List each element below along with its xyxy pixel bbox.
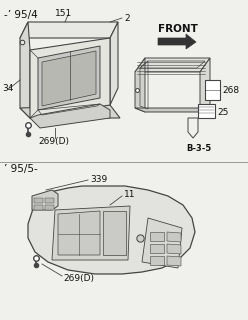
Text: 339: 339 — [90, 174, 107, 183]
Text: 268: 268 — [222, 85, 239, 94]
Polygon shape — [167, 232, 181, 242]
Text: B-3-5: B-3-5 — [186, 143, 211, 153]
Polygon shape — [30, 104, 110, 128]
Polygon shape — [200, 58, 210, 112]
Polygon shape — [110, 22, 118, 105]
Polygon shape — [38, 46, 100, 110]
Polygon shape — [158, 34, 196, 49]
Polygon shape — [135, 108, 210, 112]
Polygon shape — [20, 22, 30, 118]
Polygon shape — [32, 190, 58, 210]
Polygon shape — [205, 80, 220, 100]
Polygon shape — [42, 51, 96, 106]
Polygon shape — [103, 211, 126, 255]
Polygon shape — [58, 211, 100, 255]
Polygon shape — [135, 58, 210, 72]
Text: FRONT: FRONT — [158, 24, 198, 34]
Text: ’ 95/5-: ’ 95/5- — [4, 164, 38, 174]
Polygon shape — [20, 105, 120, 118]
Text: 151: 151 — [55, 9, 72, 18]
Text: 269(D): 269(D) — [38, 137, 69, 146]
Polygon shape — [167, 244, 181, 254]
Polygon shape — [34, 198, 43, 203]
Text: 34: 34 — [2, 84, 13, 92]
Polygon shape — [34, 205, 43, 210]
Polygon shape — [142, 218, 182, 268]
Polygon shape — [30, 38, 110, 118]
Text: 25: 25 — [217, 108, 228, 116]
Text: 269(D): 269(D) — [63, 274, 94, 283]
Text: -’ 95/4: -’ 95/4 — [4, 10, 38, 20]
Text: 11: 11 — [124, 189, 135, 198]
Polygon shape — [52, 206, 130, 260]
Polygon shape — [20, 22, 118, 38]
Polygon shape — [28, 186, 195, 274]
Polygon shape — [45, 205, 54, 210]
Polygon shape — [150, 256, 164, 265]
Polygon shape — [135, 58, 145, 112]
Polygon shape — [150, 244, 164, 253]
Text: 2: 2 — [124, 13, 130, 22]
Polygon shape — [150, 232, 164, 241]
Polygon shape — [45, 198, 54, 203]
Polygon shape — [167, 256, 181, 266]
Polygon shape — [198, 104, 215, 118]
